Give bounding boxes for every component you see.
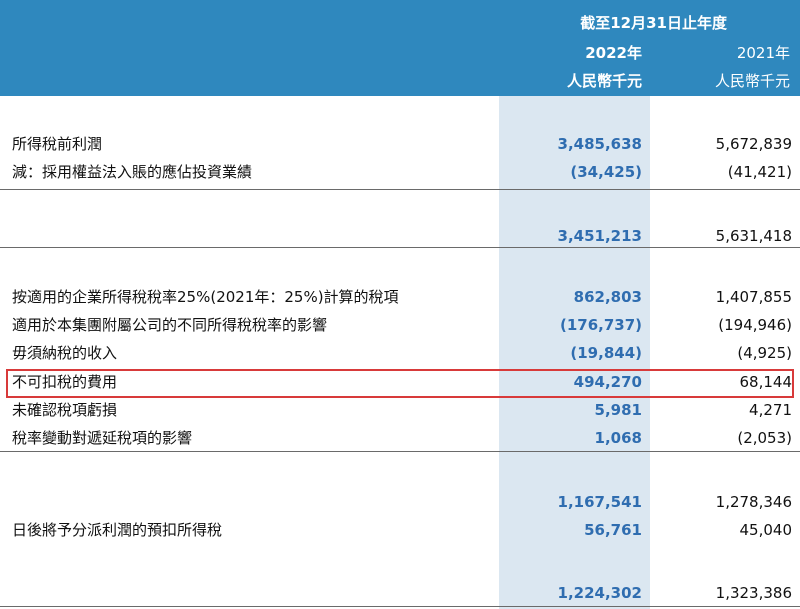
divider <box>0 606 800 607</box>
row-label: 所得稅前利潤 <box>12 135 103 153</box>
column-2021-year: 2021年 <box>736 44 790 62</box>
table-row: 適用於本集團附屬公司的不同所得稅稅率的影響 (176,737) (194,946… <box>0 311 800 339</box>
value-2021: (41,421) <box>727 163 792 181</box>
value-2021: 1,278,346 <box>715 493 792 511</box>
value-2021: 4,271 <box>749 401 792 419</box>
table-row-subtotal: 1,167,541 1,278,346 <box>0 488 800 516</box>
value-2022: 1,224,302 <box>557 584 642 602</box>
table-row-total: 1,224,302 1,323,386 <box>0 579 800 607</box>
value-2021: 45,040 <box>739 521 793 539</box>
value-2021: 68,144 <box>739 373 793 391</box>
table-header: 截至12月31日止年度 2022年 2021年 人民幣千元 人民幣千元 <box>0 0 800 96</box>
annotation-highlight-box <box>6 369 794 398</box>
value-2022: 494,270 <box>573 373 642 391</box>
table-row: 毋須納稅的收入 (19,844) (4,925) <box>0 339 800 367</box>
value-2021: 5,672,839 <box>715 135 792 153</box>
table-row: 按適用的企業所得稅稅率25%(2021年：25%)計算的稅項 862,803 1… <box>0 283 800 311</box>
column-2021-unit: 人民幣千元 <box>714 72 790 90</box>
value-2022: 862,803 <box>573 288 642 306</box>
row-label: 不可扣稅的費用 <box>12 373 118 391</box>
value-2022: 1,068 <box>594 429 642 447</box>
table-row-subtotal: 3,451,213 5,631,418 <box>0 222 800 250</box>
value-2021: (4,925) <box>737 344 792 362</box>
value-2022: (19,844) <box>570 344 642 362</box>
table-row: 日後將予分派利潤的預扣所得稅 56,761 45,040 <box>0 516 800 544</box>
table-row: 所得稅前利潤 3,485,638 5,672,839 <box>0 130 800 158</box>
row-label: 適用於本集團附屬公司的不同所得稅稅率的影響 <box>12 316 328 334</box>
value-2021: (194,946) <box>718 316 792 334</box>
row-label: 毋須納稅的收入 <box>12 344 118 362</box>
value-2022: 3,485,638 <box>557 135 642 153</box>
row-label: 減：採用權益法入賬的應佔投資業績 <box>12 163 253 181</box>
divider <box>0 247 800 248</box>
column-2022-unit: 人民幣千元 <box>566 72 642 90</box>
highlight-column-2022 <box>499 96 650 609</box>
value-2022: 1,167,541 <box>557 493 642 511</box>
row-label: 日後將予分派利潤的預扣所得稅 <box>12 521 223 539</box>
divider <box>0 189 800 190</box>
value-2021: 5,631,418 <box>715 227 792 245</box>
value-2022: (176,737) <box>559 316 642 334</box>
table-row: 未確認稅項虧損 5,981 4,271 <box>0 396 800 424</box>
period-title: 截至12月31日止年度 <box>580 14 727 32</box>
value-2022: 5,981 <box>594 401 642 419</box>
row-label: 稅率變動對遞延稅項的影響 <box>12 429 193 447</box>
value-2021: (2,053) <box>737 429 792 447</box>
value-2021: 1,323,386 <box>715 584 792 602</box>
row-label: 未確認稅項虧損 <box>12 401 118 419</box>
value-2022: 3,451,213 <box>557 227 642 245</box>
divider <box>0 451 800 452</box>
value-2022: (34,425) <box>570 163 642 181</box>
table-row-highlighted: 不可扣稅的費用 494,270 68,144 <box>0 368 800 396</box>
table-row: 減：採用權益法入賬的應佔投資業績 (34,425) (41,421) <box>0 158 800 186</box>
value-2021: 1,407,855 <box>715 288 792 306</box>
table-row: 稅率變動對遞延稅項的影響 1,068 (2,053) <box>0 424 800 452</box>
column-2022-year: 2022年 <box>585 44 642 62</box>
row-label: 按適用的企業所得稅稅率25%(2021年：25%)計算的稅項 <box>12 288 399 306</box>
value-2022: 56,761 <box>584 521 642 539</box>
